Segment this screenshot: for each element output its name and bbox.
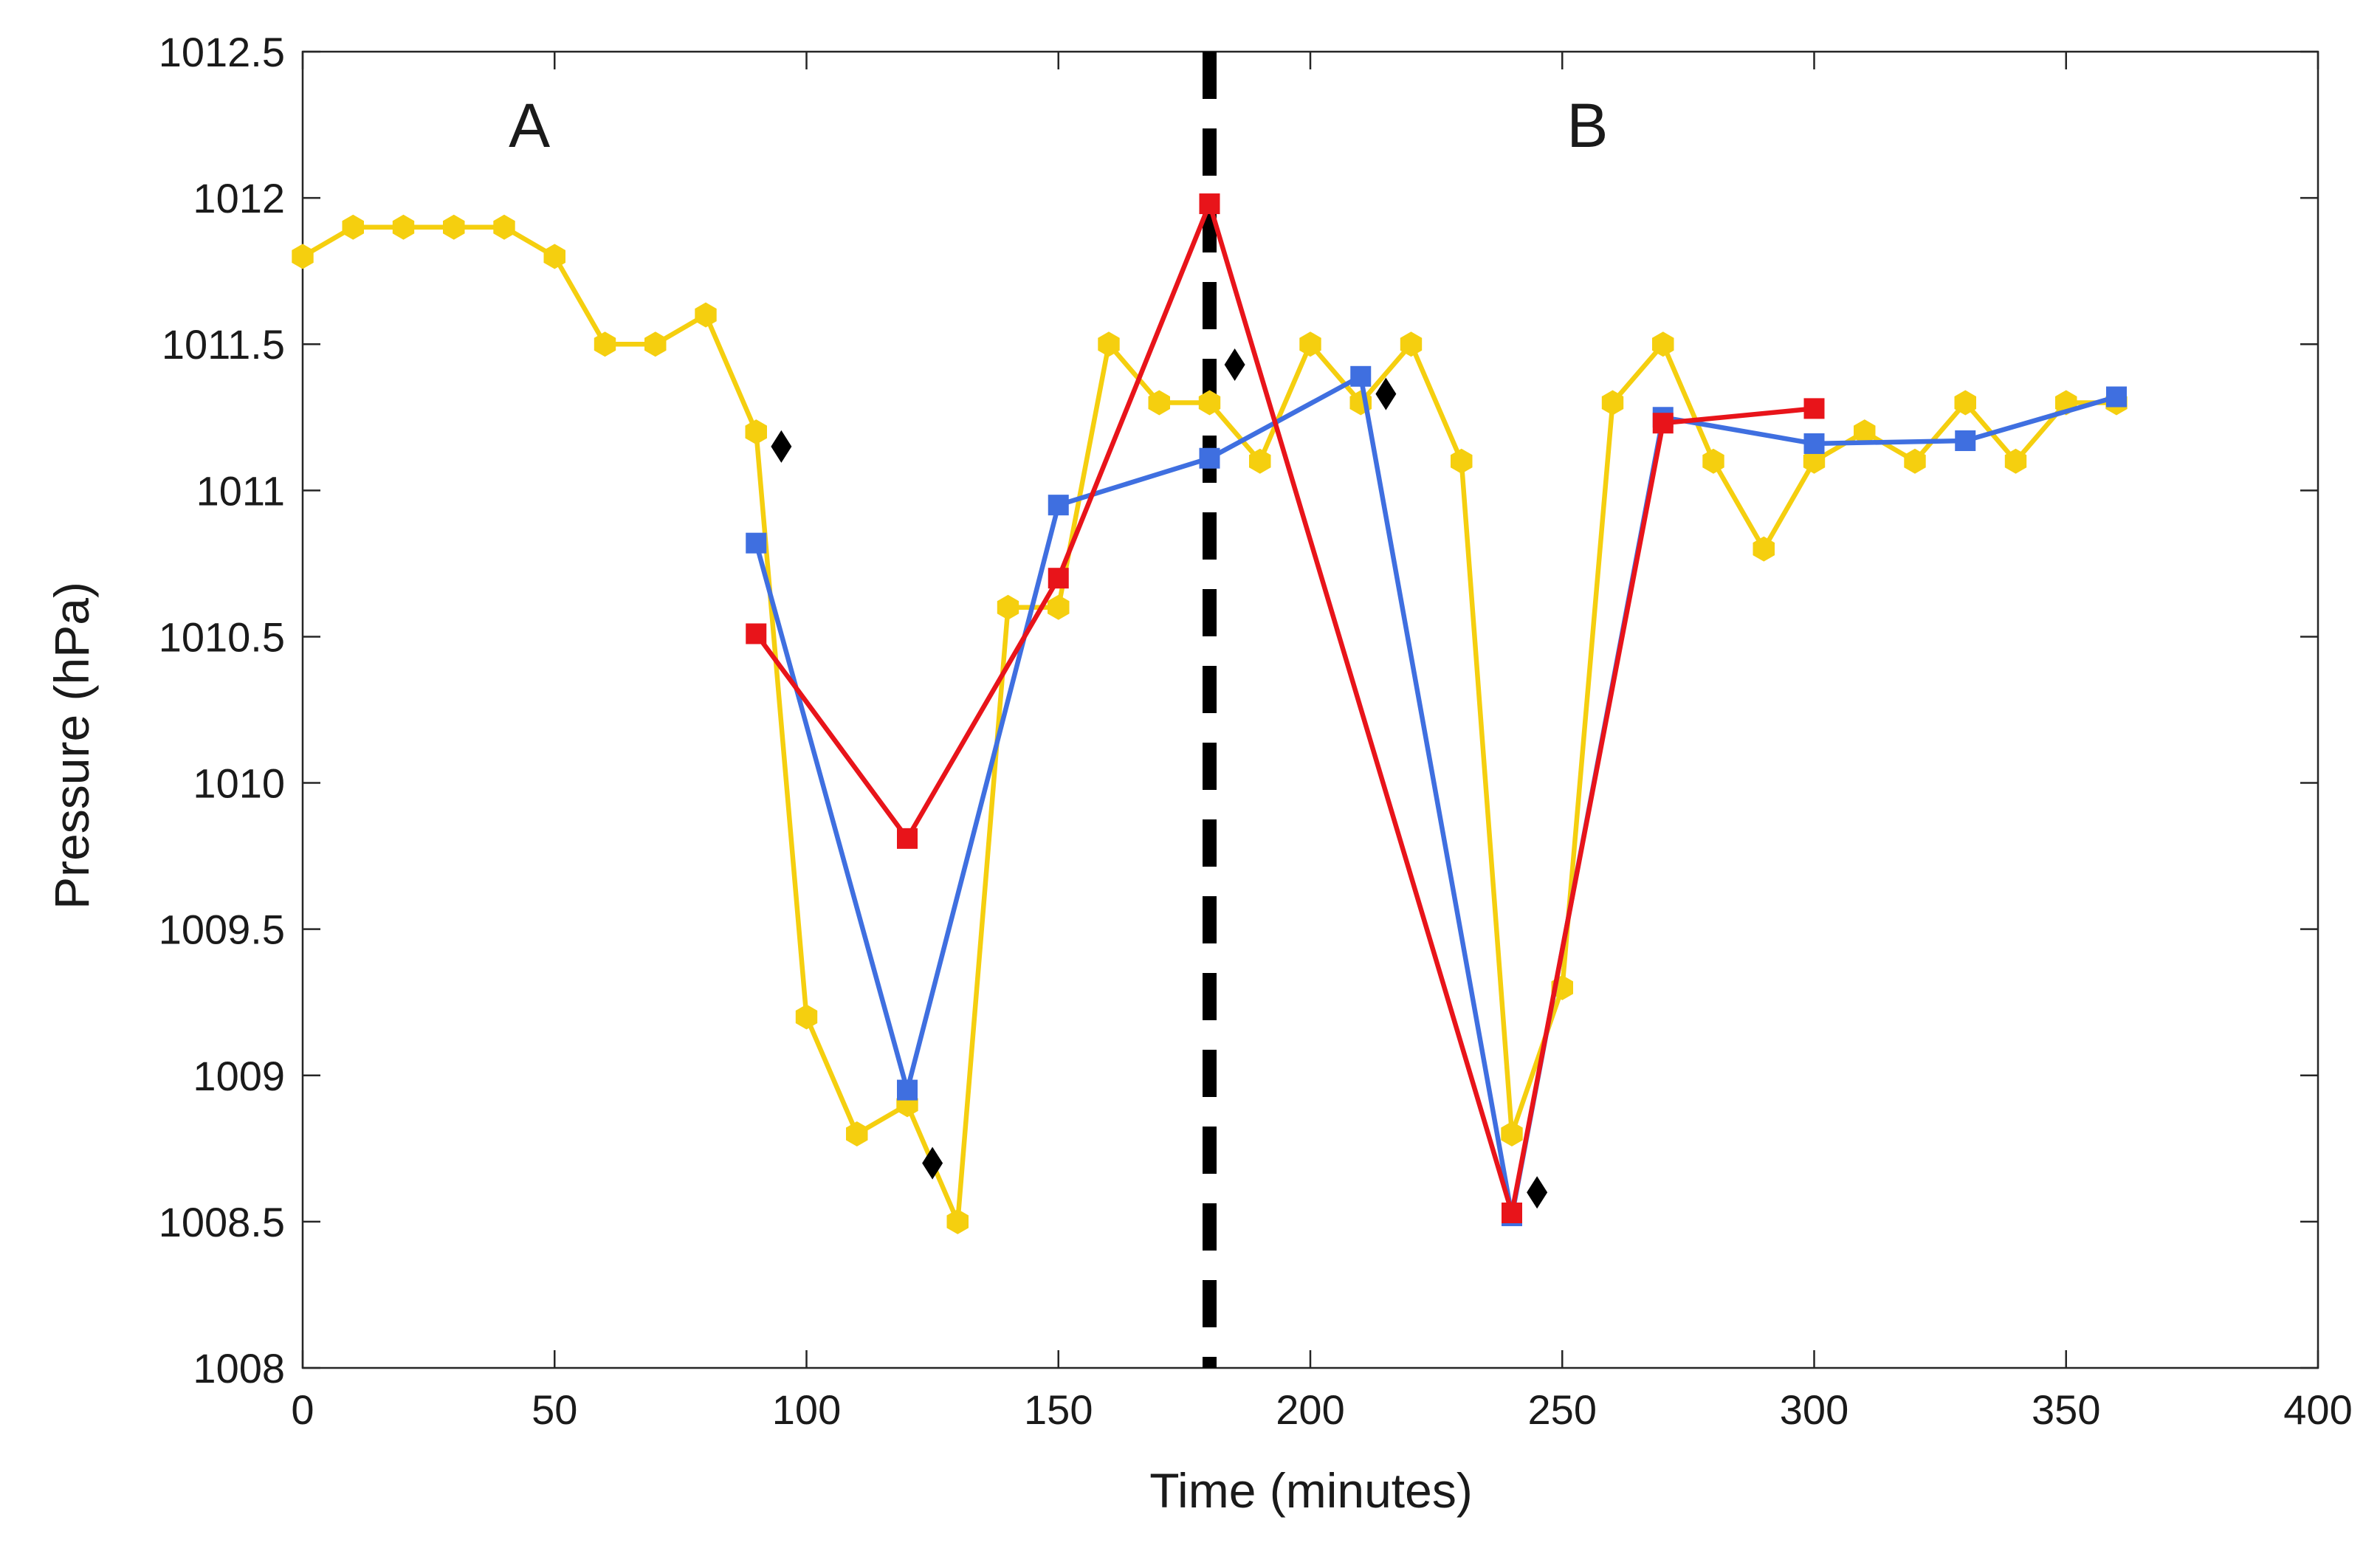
yellow-series-point <box>342 214 364 240</box>
blue-series <box>746 365 2127 1226</box>
blue-series-line <box>754 374 2117 1219</box>
yellow-series-point <box>443 214 465 240</box>
yellow-series-point <box>1702 448 1724 474</box>
blue-series-point <box>1803 433 1825 454</box>
blue-series-point <box>2106 386 2127 407</box>
y-axis-title: Pressure (hPa) <box>44 582 99 909</box>
region-label-a: A <box>509 91 550 160</box>
y-tick-label: 1011.5 <box>162 321 285 368</box>
x-tick-label: 100 <box>772 1386 841 1433</box>
region-label-b: B <box>1566 91 1608 160</box>
yellow-series-point <box>795 1004 818 1030</box>
yellow-series-point <box>543 244 565 269</box>
x-tick-label: 50 <box>532 1386 577 1433</box>
yellow-series-point <box>1198 390 1221 416</box>
red-series-point <box>1652 413 1674 434</box>
x-tick-label: 150 <box>1024 1386 1093 1433</box>
red-series-point <box>746 623 767 644</box>
black-diamonds-point <box>1375 377 1397 410</box>
blue-series-point <box>1199 447 1220 469</box>
yellow-series-point <box>997 594 1019 620</box>
yellow-series-point <box>1954 390 1976 416</box>
yellow-series-point <box>1048 594 1070 620</box>
x-tick-label: 0 <box>291 1386 314 1433</box>
red-series-point <box>897 828 918 849</box>
blue-series-point <box>1350 365 1372 387</box>
yellow-series-point <box>1854 419 1876 445</box>
yellow-series-point <box>1299 331 1321 357</box>
x-axis-title: Time (minutes) <box>1149 1463 1473 1518</box>
yellow-series-point <box>1601 390 1624 416</box>
yellow-series-point <box>1904 448 1926 474</box>
yellow-series-point <box>292 244 314 269</box>
yellow-series-point <box>946 1208 969 1234</box>
yellow-series-point <box>1451 448 1473 474</box>
blue-series-point <box>1955 430 1976 451</box>
black-diamonds-point <box>1527 1176 1548 1209</box>
x-tick-label: 400 <box>2283 1386 2352 1433</box>
black-diamonds <box>771 348 1548 1209</box>
x-tick-label: 250 <box>1528 1386 1597 1433</box>
y-tick-label: 1012 <box>193 175 285 221</box>
y-tick-label: 1009 <box>193 1053 285 1099</box>
x-tick-label: 300 <box>1780 1386 1848 1433</box>
axes: 0 50 100 150 200 250 300 350 400 1008 1008.5 1009 10… <box>159 29 2353 1433</box>
y-tick-label: 1008.5 <box>159 1199 285 1245</box>
yellow-series-point <box>644 331 667 357</box>
black-diamonds-point <box>922 1146 943 1180</box>
yellow-series-point <box>594 331 616 357</box>
yellow-series-point <box>695 302 717 328</box>
red-series-point <box>1502 1203 1522 1224</box>
x-tick-label: 350 <box>2032 1386 2100 1433</box>
yellow-series-point <box>1501 1121 1523 1146</box>
y-tick-label: 1010.5 <box>159 613 285 660</box>
x-tick-label: 200 <box>1276 1386 1344 1433</box>
red-series <box>746 193 1825 1224</box>
yellow-series-point <box>2004 448 2027 474</box>
yellow-series-point <box>493 214 515 240</box>
y-tick-label: 1011 <box>196 467 285 514</box>
yellow-series-point <box>392 214 415 240</box>
y-tick-label: 1008 <box>193 1345 285 1392</box>
yellow-series-point <box>1803 448 1826 474</box>
blue-series-point <box>1048 495 1069 516</box>
blue-series-point <box>746 532 767 554</box>
yellow-series-point <box>745 419 767 445</box>
red-series-point <box>1048 568 1069 589</box>
y-tick-label: 1012.5 <box>159 29 285 75</box>
y-tick-label: 1010 <box>193 760 285 807</box>
yellow-series-point <box>1148 390 1170 416</box>
black-diamonds-point <box>1224 348 1245 381</box>
blue-series-point <box>897 1079 918 1101</box>
yellow-series-point <box>1098 331 1120 357</box>
y-tick-label: 1009.5 <box>159 907 285 953</box>
plot-frame <box>301 50 2319 1369</box>
yellow-series-point <box>846 1121 868 1146</box>
yellow-series-point <box>1753 536 1775 562</box>
yellow-series-point <box>1400 331 1423 357</box>
red-series-point <box>1199 193 1220 215</box>
series-layer <box>292 193 2128 1234</box>
yellow-series-point <box>1249 448 1271 474</box>
black-diamonds-point <box>771 430 792 463</box>
red-series-point <box>1803 398 1825 419</box>
yellow-series-point <box>1652 331 1674 357</box>
